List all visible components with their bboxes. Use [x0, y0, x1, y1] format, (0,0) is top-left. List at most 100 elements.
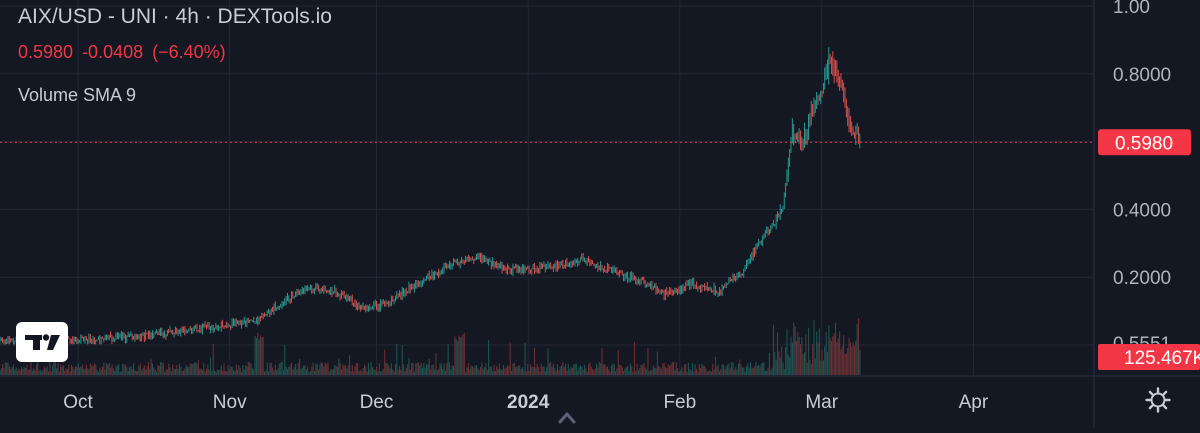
volume-bar	[275, 365, 276, 375]
volume-bar	[396, 344, 397, 375]
volume-bar	[568, 364, 569, 375]
volume-bar	[408, 358, 409, 375]
volume-bar	[564, 367, 565, 375]
volume-bar	[730, 369, 731, 375]
volume-bar	[516, 366, 517, 375]
volume-bar	[538, 367, 539, 375]
volume-bar	[822, 350, 823, 375]
volume-bar	[633, 372, 634, 375]
volume-bar	[514, 363, 515, 375]
volume-bar	[460, 337, 461, 375]
volume-bar	[643, 363, 644, 375]
volume-bar	[207, 365, 208, 375]
volume-bar	[749, 368, 750, 375]
volume-bar	[458, 335, 459, 375]
volume-bar	[47, 366, 48, 375]
volume-bar	[769, 353, 770, 375]
volume-bar	[249, 362, 250, 375]
volume-bar	[468, 363, 469, 375]
volume-bar	[677, 368, 678, 375]
volume-bar	[820, 360, 821, 375]
volume-bar	[504, 369, 505, 375]
volume-bar	[846, 354, 847, 375]
volume-bar	[646, 370, 647, 375]
volume-bar	[296, 369, 297, 375]
volume-bar	[381, 371, 382, 375]
volume-bar	[86, 365, 87, 375]
volume-bar	[161, 362, 162, 375]
volume-bar	[449, 362, 450, 375]
volume-bar	[678, 372, 679, 375]
volume-bar	[171, 372, 172, 375]
volume-bar	[368, 363, 369, 375]
volume-bar	[853, 342, 854, 375]
volume-bar	[804, 352, 805, 375]
volume-bar	[591, 367, 592, 375]
volume-bar	[711, 372, 712, 375]
volume-bar	[738, 363, 739, 375]
volume-bar	[217, 370, 218, 375]
volume-bar	[666, 368, 667, 375]
volume-bar	[140, 364, 141, 375]
volume-bar	[422, 368, 423, 375]
volume-bar	[136, 371, 137, 375]
volume-bar	[855, 341, 856, 375]
volume-bar	[125, 365, 126, 375]
volume-bar	[534, 348, 535, 375]
gear-icon[interactable]	[1144, 386, 1172, 414]
volume-bar	[210, 358, 211, 375]
volume-bar	[167, 369, 168, 375]
volume-bar	[712, 364, 713, 375]
volume-bar	[44, 367, 45, 375]
volume-bar	[385, 363, 386, 375]
volume-bar	[584, 365, 585, 375]
volume-bar	[168, 364, 169, 375]
volume-bar	[415, 364, 416, 375]
volume-bar	[577, 371, 578, 375]
volume-indicator-label[interactable]: Volume SMA 9	[18, 85, 136, 106]
volume-bar	[286, 367, 287, 375]
volume-bar	[203, 363, 204, 375]
chevron-up-icon[interactable]	[556, 408, 578, 428]
volume-bar	[557, 364, 558, 375]
volume-bar	[832, 336, 833, 375]
chart-title: AIX/USD - UNI · 4h · DEXTools.io	[18, 5, 332, 29]
tradingview-logo[interactable]	[16, 322, 68, 362]
volume-bar	[785, 347, 786, 375]
volume-bar	[565, 364, 566, 375]
volume-bar	[361, 371, 362, 375]
volume-bar	[36, 365, 37, 375]
volume-bar	[529, 371, 530, 375]
volume-bar	[747, 363, 748, 375]
volume-bar	[836, 342, 837, 375]
volume-bar	[439, 363, 440, 375]
volume-bar	[395, 364, 396, 375]
volume-bar	[595, 369, 596, 375]
volume-bar	[107, 365, 108, 375]
volume-bar	[240, 368, 241, 375]
volume-bar	[427, 364, 428, 375]
volume-bar	[184, 368, 185, 375]
volume-bar	[487, 370, 488, 375]
volume-bar	[336, 366, 337, 375]
volume-bar	[17, 371, 18, 375]
volume-bar	[375, 370, 376, 375]
volume-bar	[830, 338, 831, 375]
volume-bar	[788, 355, 789, 375]
volume-bar	[255, 336, 256, 375]
volume-bar	[57, 363, 58, 375]
x-tick-label: Oct	[63, 392, 93, 413]
volume-bar	[101, 370, 102, 375]
volume-bar	[489, 366, 490, 375]
volume-bar	[269, 363, 270, 375]
volume-bar	[238, 365, 239, 375]
volume-bar	[373, 370, 374, 375]
volume-bar	[614, 364, 615, 375]
volume-bar	[259, 339, 260, 375]
volume-bar	[221, 365, 222, 375]
volume-bar	[74, 369, 75, 375]
volume-bar	[765, 371, 766, 375]
volume-bar	[400, 370, 401, 375]
